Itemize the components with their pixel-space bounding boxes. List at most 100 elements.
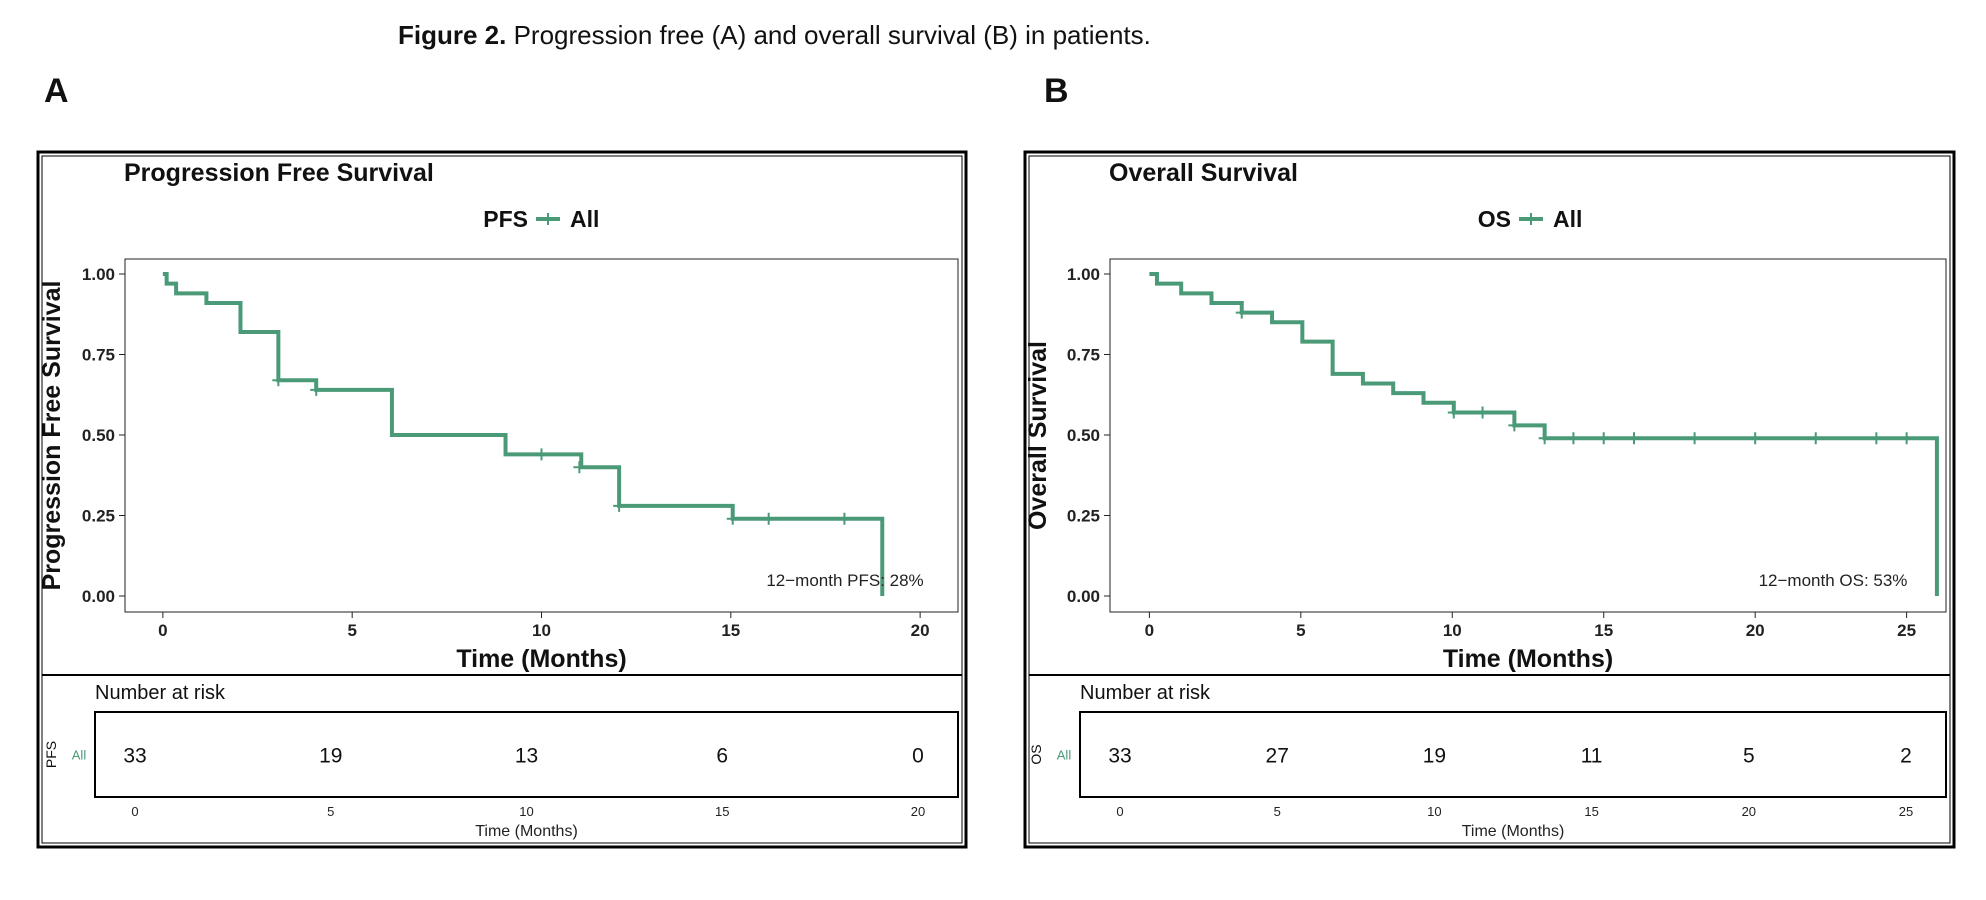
risk-x-axis-label: Time (Months)	[1462, 823, 1565, 840]
risk-series-label: All	[72, 748, 87, 763]
y-tick-label: 0.25	[82, 507, 115, 526]
risk-table-title: Number at risk	[95, 682, 226, 704]
risk-x-tick-label: 10	[1427, 804, 1441, 819]
risk-x-tick-label: 15	[1584, 804, 1598, 819]
risk-count: 33	[1108, 745, 1131, 768]
panel-frame	[36, 150, 968, 849]
y-tick-label: 0.75	[82, 346, 115, 365]
censor-mark	[762, 512, 775, 525]
y-tick-label: 0.00	[82, 587, 115, 606]
censor-mark	[310, 383, 323, 396]
chart-title: Progression Free Survival	[124, 159, 434, 187]
risk-count: 19	[319, 745, 342, 768]
censor-mark	[1749, 432, 1762, 445]
y-tick-label: 0.50	[1067, 426, 1100, 445]
risk-count: 6	[716, 745, 728, 768]
y-tick-label: 1.00	[1067, 265, 1100, 284]
x-tick-label: 0	[158, 621, 167, 640]
censor-mark	[272, 374, 285, 387]
x-tick-label: 5	[1296, 621, 1305, 640]
risk-x-tick-label: 10	[519, 804, 533, 819]
legend-strata-label: OS	[1478, 206, 1511, 232]
y-axis-label: Progression Free Survival	[38, 281, 66, 591]
risk-count: 11	[1581, 745, 1603, 768]
censor-mark	[1567, 432, 1580, 445]
risk-table-box	[94, 711, 959, 798]
panel-b: Overall Survival OS All 0.00 0.25 0.50 0.75 1.0…	[1023, 150, 1956, 849]
chart-legend: OS All	[1478, 206, 1583, 232]
censor-mark	[1809, 432, 1822, 445]
x-tick-label: 15	[721, 621, 740, 640]
x-tick-label: 20	[1746, 621, 1765, 640]
censor-mark	[1508, 419, 1521, 432]
risk-count: 13	[515, 745, 538, 768]
censor-mark	[726, 512, 739, 525]
y-tick-label: 1.00	[82, 265, 115, 284]
risk-x-tick-label: 0	[131, 804, 138, 819]
censor-mark	[1900, 432, 1913, 445]
risk-x-tick-label: 5	[327, 804, 334, 819]
panel-letter-b: B	[1044, 72, 1069, 110]
survival-curve	[162, 272, 885, 596]
legend-series-label: All	[1553, 206, 1582, 232]
legend-series-label: All	[570, 206, 599, 232]
x-tick-label: 25	[1897, 621, 1916, 640]
censor-mark	[1538, 432, 1551, 445]
risk-strata-label: PFS	[43, 741, 59, 768]
y-axis-label: Overall Survival	[1024, 341, 1052, 530]
plot-area	[124, 258, 959, 613]
risk-count: 0	[912, 745, 924, 768]
panel-inner-frame	[1028, 155, 1951, 844]
twelve-month-annotation: 12−month OS: 53%	[1759, 571, 1908, 590]
panel-letter-a: A	[44, 72, 69, 110]
risk-x-axis-label: Time (Months)	[475, 823, 578, 840]
risk-count: 2	[1900, 745, 1912, 768]
risk-x-tick-label: 5	[1274, 804, 1281, 819]
censor-mark	[1597, 432, 1610, 445]
risk-table-box	[1079, 711, 1947, 798]
censor-mark	[613, 499, 626, 512]
risk-count: 27	[1266, 745, 1289, 768]
censor-mark	[1628, 432, 1641, 445]
x-tick-label: 0	[1145, 621, 1154, 640]
risk-count: 5	[1743, 745, 1755, 768]
x-tick-label: 15	[1594, 621, 1613, 640]
censor-mark	[1688, 432, 1701, 445]
figure-caption-text: Progression free (A) and overall surviva…	[506, 20, 1151, 50]
chart-title: Overall Survival	[1109, 159, 1298, 187]
panel-a: Progression Free Survival PFS All 0.00 0.25 0…	[36, 150, 968, 849]
risk-count: 19	[1423, 745, 1446, 768]
figure-caption: Figure 2. Progression free (A) and overa…	[398, 20, 1151, 51]
plot-area	[1109, 258, 1947, 613]
censor-mark	[535, 448, 548, 461]
twelve-month-annotation: 12−month PFS: 28%	[766, 571, 923, 590]
x-tick-label: 10	[532, 621, 551, 640]
y-tick-label: 0.25	[1067, 507, 1100, 526]
panel-inner-frame	[41, 155, 963, 844]
survival-curve	[1149, 272, 1939, 596]
risk-count: 33	[123, 745, 146, 768]
y-tick-label: 0.75	[1067, 346, 1100, 365]
x-tick-label: 5	[347, 621, 356, 640]
legend-strata-label: PFS	[483, 206, 528, 232]
risk-x-tick-label: 20	[1742, 804, 1756, 819]
risk-x-tick-label: 25	[1899, 804, 1913, 819]
risk-x-tick-label: 15	[715, 804, 729, 819]
risk-table-title: Number at risk	[1080, 682, 1211, 704]
y-tick-label: 0.00	[1067, 587, 1100, 606]
censor-mark	[1447, 406, 1460, 419]
risk-strata-label: OS	[1028, 744, 1044, 764]
x-tick-label: 10	[1443, 621, 1462, 640]
x-axis-label: Time (Months)	[1443, 645, 1613, 673]
risk-series-label: All	[1057, 748, 1072, 763]
censor-mark	[1870, 432, 1883, 445]
x-tick-label: 20	[911, 621, 930, 640]
chart-legend: PFS All	[483, 206, 599, 232]
y-tick-label: 0.50	[82, 426, 115, 445]
risk-x-tick-label: 20	[911, 804, 925, 819]
censor-mark	[573, 461, 586, 474]
censor-mark	[838, 512, 851, 525]
risk-x-tick-label: 0	[1116, 804, 1123, 819]
censor-mark	[1476, 406, 1489, 419]
